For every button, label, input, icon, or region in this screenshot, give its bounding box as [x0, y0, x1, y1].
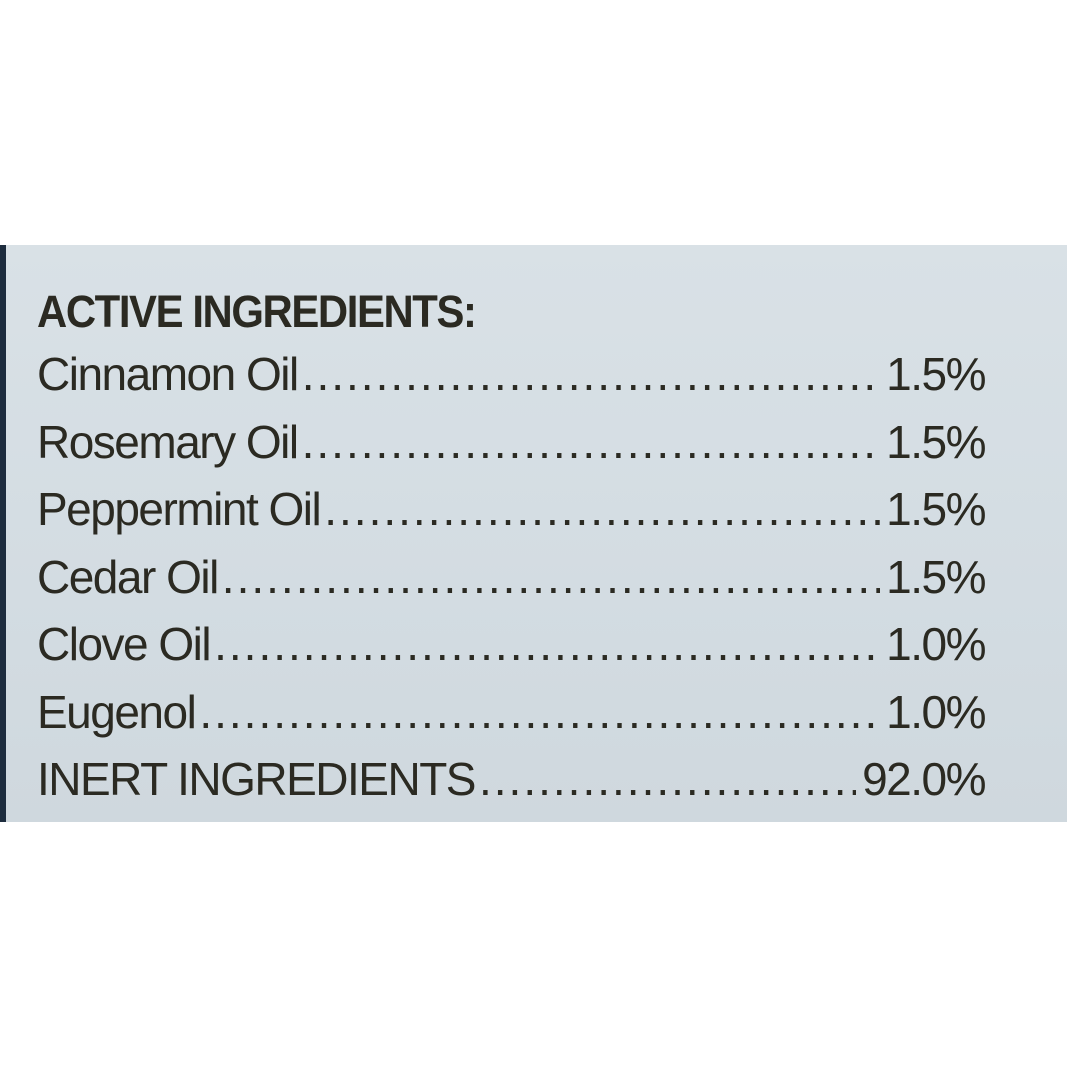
- label-edge: [0, 245, 6, 822]
- ingredient-name: Clove Oil: [37, 618, 212, 670]
- dot-leader: [222, 544, 880, 612]
- ingredient-row: Clove Oil 1.0%: [37, 611, 986, 679]
- dot-leader: [199, 679, 880, 747]
- dot-leader: [214, 611, 880, 679]
- ingredient-percent: 1.5%: [886, 348, 986, 400]
- ingredient-name: Cedar Oil: [37, 550, 219, 603]
- dot-leader: [324, 476, 880, 544]
- dot-leader: [479, 746, 856, 814]
- ingredient-percent: 92.0%: [862, 753, 986, 805]
- ingredient-percent: 1.5%: [886, 415, 986, 468]
- ingredient-name: Cinnamon Oil: [37, 348, 299, 400]
- ingredient-row: INERT INGREDIENTS 92.0%: [37, 746, 986, 814]
- ingredient-row: Cinnamon Oil 1.5%: [37, 341, 986, 409]
- ingredient-percent: 1.0%: [886, 685, 986, 738]
- ingredient-name: Peppermint Oil: [37, 483, 322, 535]
- heading: ACTIVE INGREDIENTS:: [37, 286, 477, 337]
- dot-leader: [302, 341, 880, 409]
- ingredient-percent: 1.5%: [886, 483, 986, 535]
- ingredient-label: ACTIVE INGREDIENTS: Cinnamon Oil1.5%Rose…: [0, 245, 1067, 822]
- dot-leader: [302, 409, 881, 477]
- ingredient-row: Peppermint Oil 1.5%: [37, 476, 986, 544]
- ingredient-row: Cedar Oil 1.5%: [37, 544, 986, 612]
- ingredient-name: INERT INGREDIENTS: [37, 753, 476, 805]
- ingredient-name: Eugenol: [37, 685, 197, 738]
- ingredient-list: ACTIVE INGREDIENTS: Cinnamon Oil1.5%Rose…: [37, 283, 986, 814]
- ingredient-row: Eugenol 1.0%: [37, 679, 986, 747]
- ingredient-percent: 1.5%: [886, 550, 986, 603]
- ingredient-row: Rosemary Oil 1.5%: [37, 409, 986, 477]
- ingredient-percent: 1.0%: [886, 618, 986, 670]
- ingredient-name: Rosemary Oil: [37, 415, 299, 468]
